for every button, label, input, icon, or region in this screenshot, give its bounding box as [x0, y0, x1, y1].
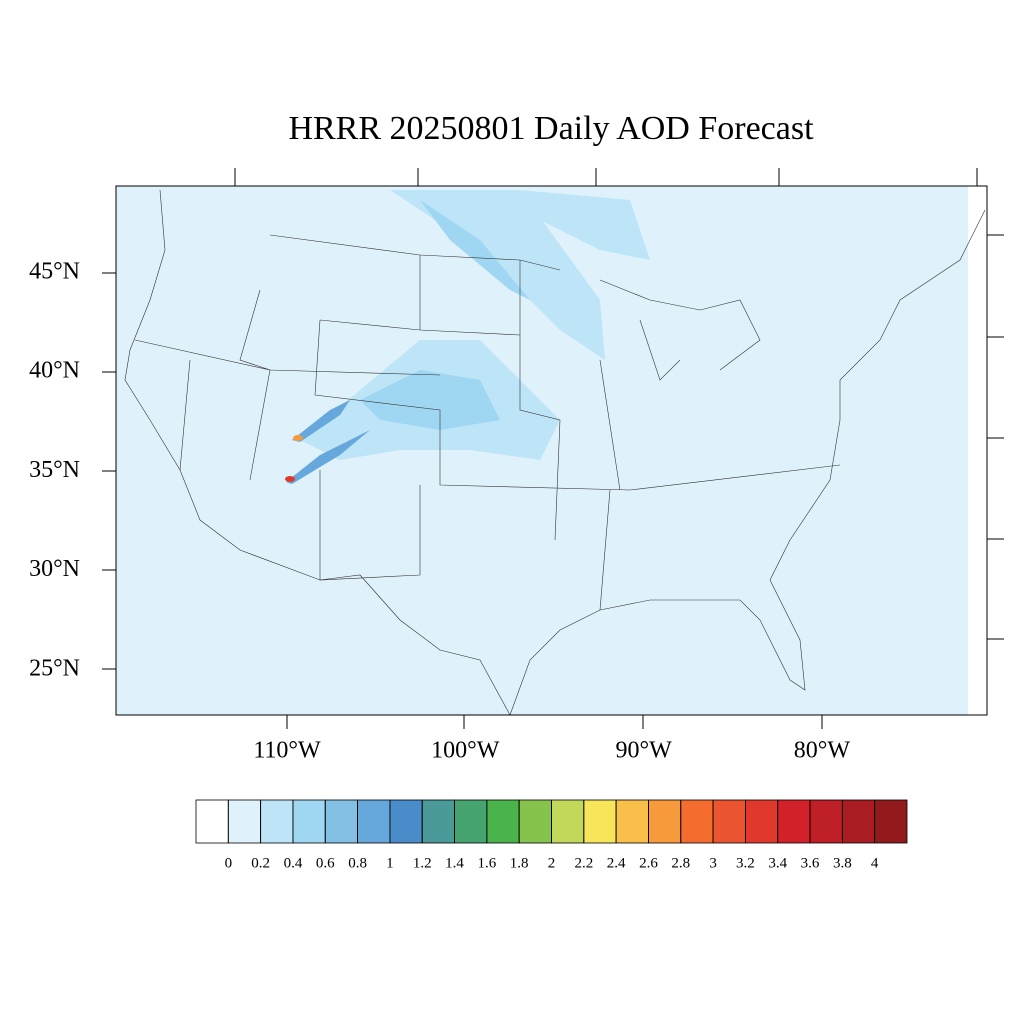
- map: 45°N 40°N 35°N 30°N 25°N 110°W 100°W 90°W 80°W: [29, 168, 1004, 764]
- colorbar-box: [712, 799, 746, 844]
- lat-labels: 45°N 40°N 35°N 30°N 25°N: [29, 259, 80, 682]
- colorbar-box: [195, 799, 229, 844]
- colorbar-label: 0: [225, 855, 233, 871]
- colorbar-label: 0.8: [348, 855, 367, 871]
- colorbar-box: [324, 799, 358, 844]
- colorbar-box: [227, 799, 262, 844]
- colorbar-box: [454, 799, 488, 844]
- colorbar-label: 1: [386, 855, 394, 871]
- colorbar-label: 3.8: [833, 855, 852, 871]
- colorbar-label: 2.4: [607, 855, 626, 871]
- colorbar-box: [583, 799, 617, 844]
- colorbar-box: [615, 799, 649, 844]
- title: HRRR 20250801 Daily AOD Forecast: [288, 110, 814, 147]
- colorbar-label: 3: [709, 855, 717, 871]
- colorbar-label: 1.8: [510, 855, 529, 871]
- outlines: [124, 189, 986, 716]
- lat-label: 35°N: [29, 457, 80, 483]
- lon-labels: 110°W 100°W 90°W 80°W: [253, 738, 850, 764]
- colorbar-label: 0.4: [284, 855, 303, 871]
- colorbar-box: [874, 799, 908, 844]
- lon-label: 90°W: [615, 738, 672, 764]
- lat-label: 30°N: [29, 556, 80, 582]
- colorbar-box: [648, 799, 682, 844]
- colorbar-box: [680, 799, 714, 844]
- colorbar-box: [421, 799, 455, 844]
- colorbar: 0 0.2 0.4 0.6 0.8 1 1.2 1.4 1.6 1.8 2 2.2 2.4 2.6 2.8 3…: [195, 799, 908, 871]
- colorbar-box: [777, 799, 811, 844]
- colorbar-label: 2.6: [639, 855, 658, 871]
- colorbar-label: 2.2: [574, 855, 593, 871]
- colorbar-label: 3.2: [736, 855, 755, 871]
- colorbar-label: 0.6: [316, 855, 335, 871]
- colorbar-box: [518, 799, 552, 844]
- colorbar-box: [389, 799, 423, 844]
- colorbar-label: 3.6: [801, 855, 820, 871]
- lat-label: 45°N: [29, 259, 80, 285]
- map-frame: [115, 185, 988, 716]
- colorbar-box: [551, 799, 585, 844]
- colorbar-label: 0.2: [251, 855, 270, 871]
- colorbar-label: 1.4: [445, 855, 464, 871]
- colorbar-box: [292, 799, 326, 844]
- lat-label: 25°N: [29, 655, 80, 681]
- lon-label: 100°W: [431, 738, 500, 764]
- lon-label: 110°W: [253, 738, 321, 764]
- colorbar-box: [809, 799, 843, 844]
- colorbar-label: 1.6: [477, 855, 496, 871]
- colorbar-label: 2.8: [671, 855, 690, 871]
- colorbar-box: [841, 799, 876, 844]
- lon-label: 80°W: [794, 738, 851, 764]
- colorbar-box: [486, 799, 520, 844]
- colorbar-label: 2: [548, 855, 556, 871]
- aod-plumes: [285, 190, 650, 484]
- colorbar-label: 4: [871, 855, 879, 871]
- colorbar-box: [260, 799, 294, 844]
- map-edge: [968, 186, 987, 715]
- frame-ticks: [102, 168, 1004, 729]
- colorbar-label: 3.4: [768, 855, 787, 871]
- colorbar-label: 1.2: [413, 855, 432, 871]
- colorbar-box: [745, 799, 779, 844]
- lat-label: 40°N: [29, 358, 80, 384]
- colorbar-box: [357, 799, 391, 844]
